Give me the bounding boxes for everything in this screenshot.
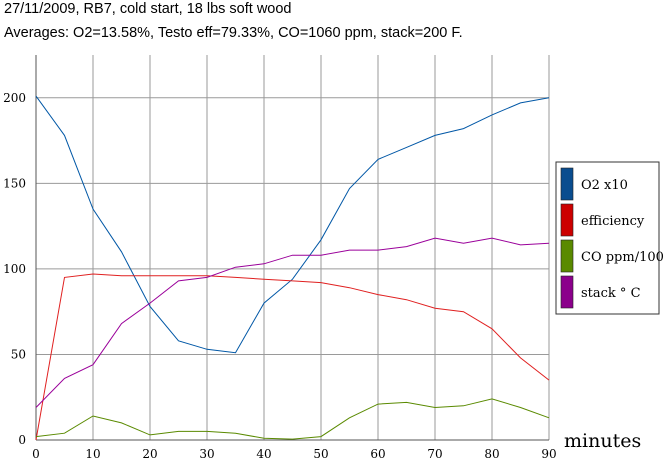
- y-tick-label: 100: [3, 262, 26, 276]
- legend: O2 x10 efficiency CO ppm/100 stack ° C: [555, 161, 664, 315]
- y-tick-label: 200: [3, 91, 26, 105]
- series-lines: [35, 95, 550, 441]
- x-tick-label: 50: [313, 447, 328, 461]
- y-tick-label: 0: [18, 433, 26, 447]
- x-tick-label: 10: [85, 447, 100, 461]
- x-tick-label: 30: [199, 447, 214, 461]
- series-line-1: [35, 273, 550, 441]
- legend-swatch: [560, 275, 574, 309]
- legend-label: CO ppm/100: [581, 250, 664, 265]
- chart-subtitle: Averages: O2=13.58%, Testo eff=79.33%, C…: [4, 25, 463, 41]
- x-tick-label: 80: [484, 447, 499, 461]
- x-tick-label: 40: [256, 447, 271, 461]
- legend-swatch: [560, 239, 574, 273]
- x-axis-label: minutes: [564, 430, 641, 452]
- y-tick-label: 50: [11, 347, 26, 361]
- axes: [35, 55, 549, 441]
- legend-swatch: [560, 203, 574, 237]
- chart-title: 27/11/2009, RB7, cold start, 18 lbs soft…: [4, 1, 292, 17]
- series-line-0: [35, 95, 550, 354]
- x-tick-label: 20: [142, 447, 157, 461]
- grid: [36, 55, 550, 440]
- x-tick-label: 90: [541, 447, 556, 461]
- legend-swatch: [560, 167, 574, 201]
- series-line-2: [35, 398, 550, 440]
- series-line-3: [35, 237, 550, 408]
- x-tick-label: 70: [427, 447, 442, 461]
- x-tick-label: 0: [32, 447, 40, 461]
- legend-label: stack ° C: [581, 286, 641, 301]
- tick-labels: 0 10 20 30 40 50 60 70 80 90 0 50 100 150 200: [3, 91, 557, 461]
- legend-label: O2 x10: [581, 178, 628, 193]
- x-tick-label: 60: [370, 447, 385, 461]
- legend-label: efficiency: [581, 214, 645, 229]
- y-tick-label: 150: [3, 176, 26, 190]
